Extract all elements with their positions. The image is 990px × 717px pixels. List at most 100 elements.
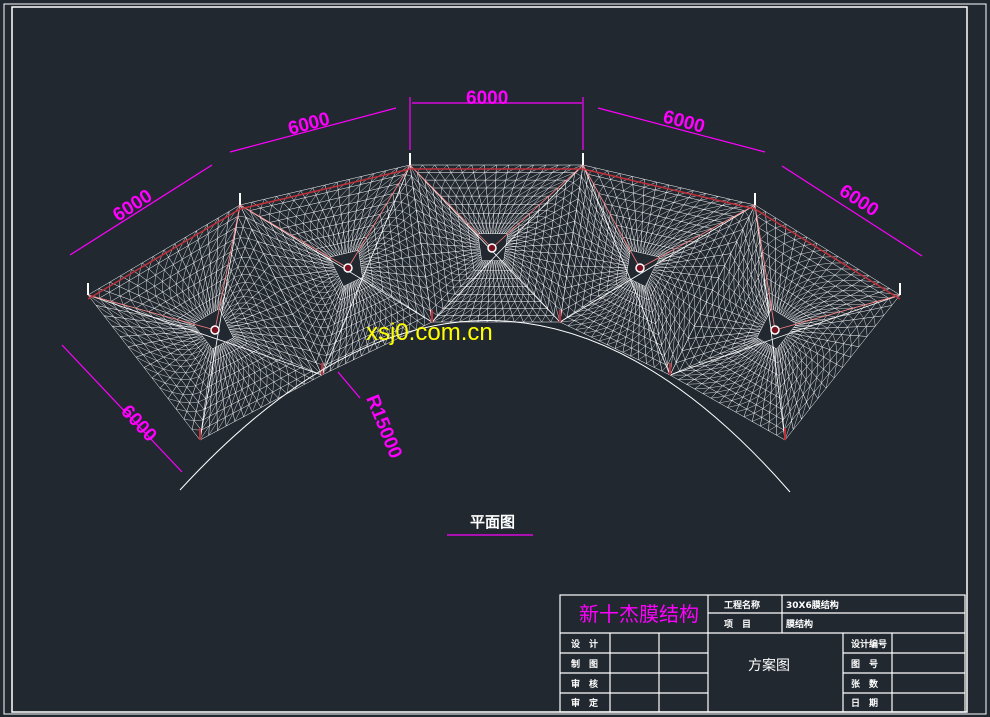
- mesh-line: [189, 262, 195, 277]
- mesh-line: [332, 263, 334, 266]
- mesh-line: [352, 339, 359, 344]
- mesh-line: [331, 323, 335, 335]
- mesh-line: [357, 331, 360, 341]
- mesh-line: [270, 363, 280, 370]
- mesh-line: [611, 248, 614, 254]
- mesh-line: [372, 280, 384, 291]
- mesh-line: [189, 311, 199, 321]
- mesh-line: [146, 290, 150, 301]
- mesh-line: [369, 257, 379, 261]
- mesh-line: [182, 394, 190, 404]
- mesh-line: [348, 240, 353, 253]
- mesh-line: [375, 301, 380, 305]
- mesh-line: [208, 238, 218, 244]
- mesh-line: [367, 239, 376, 248]
- mesh-line: [360, 320, 364, 329]
- mesh-line: [525, 187, 532, 197]
- mesh-line: [486, 187, 496, 197]
- mesh-line: [644, 241, 649, 244]
- mesh-line: [185, 371, 195, 374]
- mesh-line: [410, 311, 417, 316]
- mesh-line: [135, 356, 145, 368]
- mesh-line: [164, 382, 177, 387]
- mesh-line: [537, 216, 546, 218]
- mesh-line: [238, 367, 244, 371]
- mesh-line: [170, 349, 179, 354]
- mesh-line: [274, 342, 284, 346]
- mesh-line: [189, 309, 194, 312]
- mesh-line: [444, 277, 447, 286]
- mesh-line: [149, 299, 161, 306]
- mesh-line: [374, 225, 383, 231]
- mesh-line: [212, 360, 216, 374]
- mesh-line: [373, 225, 375, 230]
- mesh-line: [346, 334, 353, 338]
- mesh-line: [338, 187, 350, 198]
- mesh-line: [248, 352, 253, 355]
- mesh-line: [358, 290, 364, 300]
- mesh-line: [194, 321, 197, 324]
- mesh-line: [650, 214, 659, 217]
- mesh-line: [188, 230, 197, 246]
- mesh-line: [155, 269, 165, 276]
- mesh-line: [229, 384, 234, 397]
- mesh-line: [286, 285, 294, 289]
- mesh-line: [259, 216, 275, 232]
- mesh-line: [210, 259, 218, 265]
- mesh-line: [522, 260, 524, 265]
- mesh-line: [685, 274, 690, 282]
- mesh-line: [255, 348, 260, 351]
- mesh-line: [428, 294, 435, 300]
- mesh-line: [221, 344, 224, 357]
- mesh-line: [175, 304, 181, 308]
- mesh-line: [190, 253, 195, 263]
- mesh-line: [171, 307, 176, 311]
- mesh-line: [209, 253, 211, 264]
- mesh-line: [482, 270, 486, 279]
- mesh-line: [446, 285, 448, 294]
- mesh-line: [261, 358, 272, 365]
- mesh-line: [552, 216, 562, 221]
- mesh-line: [440, 289, 448, 294]
- mesh-line: [402, 266, 412, 276]
- mesh-line: [552, 212, 555, 221]
- mesh-line: [329, 216, 334, 227]
- mesh-line: [338, 223, 343, 234]
- mesh-line: [383, 299, 391, 307]
- mesh-line: [258, 292, 270, 298]
- mesh-line: [288, 336, 302, 350]
- mesh-line: [655, 317, 660, 325]
- mesh-line: [611, 253, 613, 258]
- mesh-line: [183, 275, 191, 281]
- mesh-line: [359, 299, 364, 302]
- mesh-line: [556, 235, 559, 245]
- mesh-line: [237, 283, 241, 291]
- mesh-line: [391, 233, 399, 239]
- mesh-line: [381, 210, 388, 221]
- mesh-line: [383, 185, 390, 196]
- mesh-line: [548, 179, 567, 189]
- mesh-line: [215, 280, 222, 297]
- mesh-line: [283, 265, 296, 276]
- mesh-line: [209, 345, 212, 348]
- mesh-line: [424, 172, 429, 181]
- mesh-line: [188, 245, 192, 255]
- mesh-line: [138, 268, 149, 275]
- mesh-line: [658, 327, 663, 335]
- mesh-line: [411, 225, 414, 236]
- mesh-line: [632, 302, 637, 305]
- mesh-line: [528, 280, 536, 288]
- mesh-line: [633, 229, 637, 240]
- mesh-line: [350, 239, 356, 253]
- mesh-line: [317, 271, 321, 278]
- mesh-line: [282, 248, 292, 252]
- mesh-line: [313, 239, 324, 248]
- mesh-line: [182, 291, 186, 303]
- mesh-line: [642, 297, 645, 308]
- mesh-line: [282, 200, 294, 204]
- mesh-line: [646, 232, 653, 234]
- mesh-line: [617, 270, 628, 272]
- mesh-line: [382, 290, 388, 299]
- mesh-line: [341, 317, 347, 331]
- mesh-line: [340, 297, 346, 311]
